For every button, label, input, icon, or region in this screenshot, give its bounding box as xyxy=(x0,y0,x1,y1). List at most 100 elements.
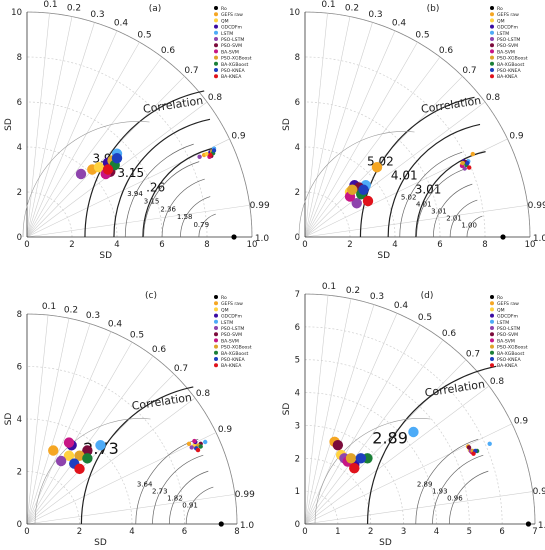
correlation-tick-label: 0.5 xyxy=(137,30,151,40)
data-point xyxy=(408,426,419,438)
correlation-tick-label: 0.3 xyxy=(90,10,104,20)
sd-grid-arc xyxy=(26,101,163,238)
legend-label: PSO-XGBoost xyxy=(497,56,528,62)
inset-data-point xyxy=(192,438,197,444)
y-tick-label: 10 xyxy=(11,8,22,18)
inset-rmsd-contour xyxy=(466,215,483,238)
inset-rmsd-contour xyxy=(416,167,468,238)
legend-marker xyxy=(490,295,494,299)
correlation-ray xyxy=(26,318,70,525)
correlation-tick-label: 0.5 xyxy=(415,30,429,40)
inset-rmsd-label: 2.36 xyxy=(160,205,176,213)
correlation-tick-label: 0.99 xyxy=(235,490,255,500)
x-axis-label: SD xyxy=(379,538,392,548)
legend-marker xyxy=(490,12,494,17)
legend-marker xyxy=(214,307,218,312)
correlation-ray xyxy=(26,22,95,238)
correlation-tick-label: 0.2 xyxy=(67,4,81,14)
legend-label: PSO-SVM xyxy=(497,332,518,338)
correlation-ray xyxy=(26,323,91,525)
correlation-tick-label: 1.0 xyxy=(240,521,255,531)
inset-rmsd-contour xyxy=(124,143,194,238)
legend-marker xyxy=(214,326,218,330)
taylor-panel-c: 0.1 0.20.30.40.50.60.70.80.90.991.0Correl… xyxy=(4,291,255,548)
correlation-tick-label: 0.9 xyxy=(231,132,246,142)
legend-marker xyxy=(214,74,218,79)
sd-grid-arc xyxy=(26,366,185,525)
data-point xyxy=(75,168,87,180)
legend-label: QM xyxy=(221,18,229,24)
correlation-ray xyxy=(304,359,467,525)
legend-marker xyxy=(214,37,218,41)
legend-label: QM xyxy=(221,307,229,313)
legend-marker xyxy=(214,30,218,35)
inset-rmsd-contour xyxy=(135,438,199,525)
correlation-tick-label: 0.9 xyxy=(218,425,233,435)
legend-label: Ro xyxy=(221,6,227,12)
inset-data-point xyxy=(186,441,192,446)
correlation-ray xyxy=(304,491,533,525)
legend-label: BA-KNEA xyxy=(497,74,518,80)
correlation-ray xyxy=(304,204,528,238)
legend-marker xyxy=(490,43,494,48)
legend-marker xyxy=(490,18,494,23)
legend-label: PSO-KNEA xyxy=(497,357,521,363)
correlation-tick-label: 1.0 xyxy=(538,521,545,531)
y-tick-label: 0 xyxy=(17,520,22,530)
inset-rmsd-contour xyxy=(143,161,200,238)
legend-label: LSTM xyxy=(497,31,509,37)
y-tick-label: 2 xyxy=(295,454,300,464)
x-tick-label: 2 xyxy=(69,240,74,250)
correlation-ray xyxy=(26,494,235,525)
data-point xyxy=(371,162,383,173)
legend-marker xyxy=(490,307,494,312)
legend-label: GEFS raw xyxy=(497,12,519,18)
reference-point xyxy=(218,521,224,527)
legend-label: GEFS raw xyxy=(221,12,243,18)
sd-grid-arc xyxy=(26,56,208,238)
inset-data-point xyxy=(189,445,194,450)
x-tick-label: 0 xyxy=(24,240,29,250)
correlation-ray xyxy=(304,101,486,238)
rmsd-contour-label: 3.15 xyxy=(117,166,144,180)
inset-data-point xyxy=(195,447,201,453)
y-tick-label: 6 xyxy=(295,323,300,333)
sd-grid-arc xyxy=(304,457,372,525)
data-point xyxy=(63,437,75,448)
y-tick-label: 3 xyxy=(295,421,300,431)
correlation-ray xyxy=(26,30,118,238)
correlation-tick-label: 0.4 xyxy=(392,19,407,29)
y-tick-label: 4 xyxy=(17,415,22,425)
sd-grid-arc xyxy=(304,191,351,238)
legend-label: BA-XGBoost xyxy=(497,351,524,357)
rmsd-contour-label: 2.89 xyxy=(372,429,408,448)
reference-point xyxy=(525,521,532,527)
y-tick-label: 0 xyxy=(295,520,300,530)
correlation-ray xyxy=(304,313,398,525)
inset-data-point xyxy=(460,160,466,166)
correlation-ray xyxy=(304,16,351,238)
y-tick-label: 8 xyxy=(17,53,22,63)
sd-grid-arc xyxy=(304,359,470,525)
legend-label: PSO-SVM xyxy=(221,43,242,49)
correlation-ray xyxy=(304,41,418,238)
legend-marker xyxy=(214,55,218,60)
panel-label: (d) xyxy=(421,291,434,301)
inset-rmsd-label: 4.01 xyxy=(416,201,432,209)
correlation-tick-label: 0.8 xyxy=(208,93,223,103)
panel-label: (b) xyxy=(427,4,440,14)
inset-rmsd-label: 3.01 xyxy=(431,208,447,216)
rmsd-contour xyxy=(387,123,481,238)
legend-marker xyxy=(490,319,494,324)
correlation-ray xyxy=(26,41,140,238)
sd-grid-arc xyxy=(26,11,253,238)
legend-label: LSTM xyxy=(221,320,233,326)
legend-marker xyxy=(214,295,218,299)
correlation-tick-label: 0.1 xyxy=(43,0,57,10)
inset-rmsd-contour xyxy=(198,213,216,238)
legend-label: PSO-KNEA xyxy=(221,68,245,74)
inset-data-point xyxy=(203,439,208,445)
correlation-tick-label: 0.99 xyxy=(528,201,545,211)
inset-data-point xyxy=(208,152,213,158)
correlation-ray xyxy=(26,341,133,525)
